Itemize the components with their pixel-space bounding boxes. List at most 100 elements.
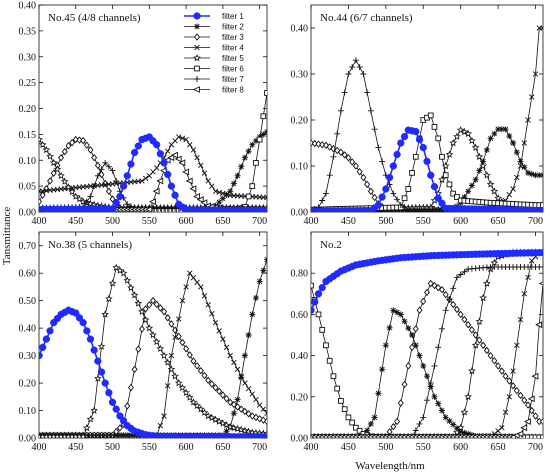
data-point [538, 281, 543, 286]
data-point [190, 147, 197, 153]
data-point [446, 418, 453, 425]
data-point [241, 407, 248, 416]
data-point [334, 130, 341, 137]
data-point [416, 306, 423, 315]
data-point [371, 414, 378, 421]
data-point [249, 391, 256, 397]
panel-title: No.38 (5 channels) [48, 239, 132, 251]
data-point [242, 380, 248, 386]
data-point [499, 424, 505, 431]
data-point [471, 341, 480, 349]
data-point [367, 420, 374, 427]
data-point [419, 143, 427, 152]
data-point [116, 412, 124, 420]
data-point [253, 396, 259, 403]
data-point [238, 163, 245, 170]
x-tick-label: 450 [68, 442, 83, 453]
x-tick-label: 500 [378, 442, 393, 453]
data-point [187, 142, 193, 148]
data-point [401, 195, 408, 202]
legend-marker [192, 86, 200, 93]
data-point [105, 187, 112, 196]
data-point [146, 301, 153, 309]
data-point [438, 199, 446, 207]
data-point [72, 309, 80, 317]
data-point [61, 147, 68, 156]
data-point [431, 393, 438, 400]
y-tick-label: 0.10 [19, 156, 37, 167]
data-point [249, 183, 256, 189]
data-point [465, 188, 472, 195]
data-point [506, 377, 513, 385]
data-point [397, 311, 404, 318]
data-point [86, 415, 95, 423]
data-point [260, 416, 267, 424]
data-point [138, 325, 145, 333]
data-point [153, 300, 160, 309]
data-point [472, 176, 479, 183]
data-point [112, 263, 121, 271]
data-point [230, 180, 237, 187]
data-point [196, 405, 205, 413]
y-tick-label: 0.20 [19, 379, 37, 390]
series-line [39, 300, 267, 436]
data-point [94, 357, 102, 365]
data-point [476, 167, 483, 174]
y-tick-label: 0.00 [291, 434, 309, 445]
data-point [506, 394, 513, 400]
y-tick-label: 0.25 [19, 78, 37, 89]
data-point [319, 327, 326, 333]
data-point [47, 177, 54, 185]
plot-frame [310, 4, 544, 213]
data-point [356, 64, 363, 71]
data-point [168, 320, 175, 328]
data-point [197, 366, 204, 375]
data-point [209, 310, 215, 317]
data-point [435, 283, 442, 292]
data-point [525, 401, 532, 409]
x-tick-label: 600 [179, 216, 194, 227]
chart-panel-2: 400 450 500 550 600 650 700 0.00 0.10 0.20 0.30 0.4… [291, 4, 544, 227]
series-line [311, 251, 543, 311]
data-point [200, 408, 209, 416]
data-point [39, 191, 46, 199]
data-point [185, 393, 194, 401]
data-point [245, 385, 252, 392]
data-point [394, 417, 401, 426]
data-point [513, 386, 520, 395]
data-point [382, 342, 389, 349]
data-point [311, 306, 315, 314]
data-point [506, 192, 513, 198]
data-point [371, 126, 378, 133]
data-point [108, 279, 117, 287]
data-point [338, 398, 344, 404]
data-point [431, 124, 438, 130]
data-point [442, 290, 449, 299]
data-point [311, 139, 314, 147]
data-point [108, 205, 117, 212]
data-point [405, 186, 412, 192]
data-point [230, 410, 237, 417]
y-tick-label: 0.20 [291, 392, 309, 403]
data-point [401, 204, 408, 211]
data-point [461, 194, 468, 201]
data-point [238, 373, 244, 379]
data-point [360, 173, 367, 182]
data-point [234, 396, 241, 403]
data-point [314, 290, 323, 298]
data-point [502, 409, 509, 415]
legend-item-1: filter 1 [184, 12, 244, 21]
data-point [97, 368, 106, 376]
data-point [241, 352, 248, 359]
data-point [138, 307, 146, 315]
data-point [164, 383, 171, 389]
data-point [83, 327, 91, 335]
data-point [112, 199, 120, 207]
legend-label: filter 3 [222, 33, 244, 42]
series-filter-2 [311, 307, 543, 438]
data-point [113, 177, 120, 184]
data-point [135, 345, 142, 353]
data-point [152, 337, 161, 346]
data-point [94, 374, 102, 382]
data-point [160, 351, 168, 359]
